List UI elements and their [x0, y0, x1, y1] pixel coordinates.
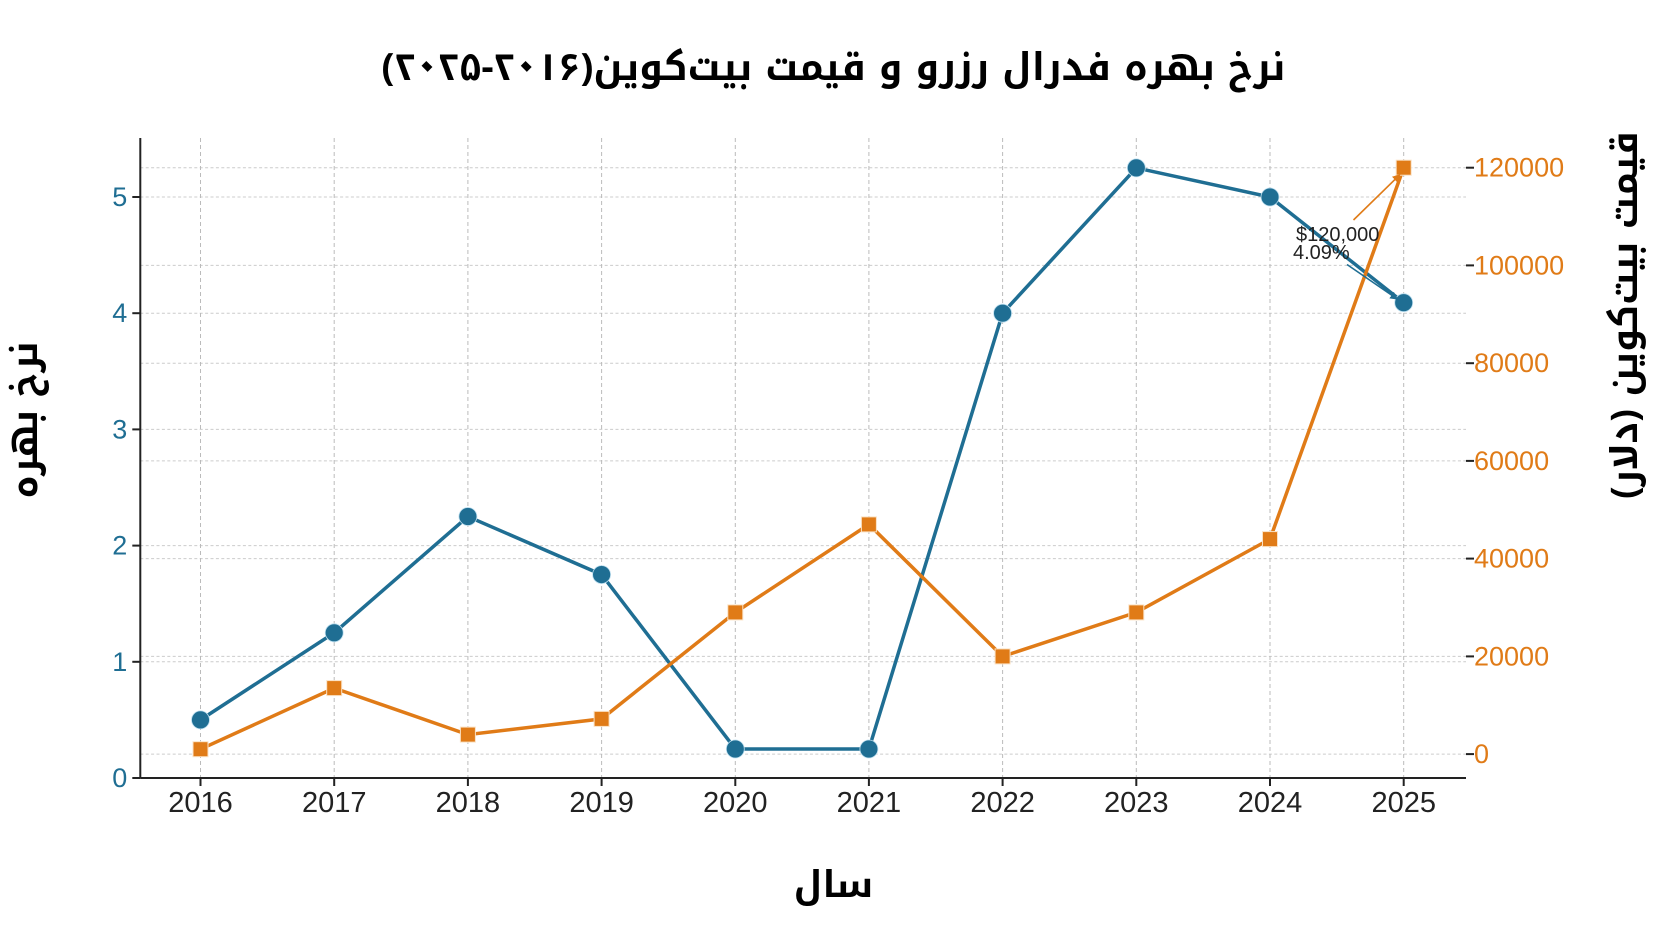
svg-text:0: 0 — [1474, 739, 1489, 769]
svg-text:2024: 2024 — [1238, 787, 1303, 819]
svg-text:2: 2 — [112, 531, 127, 561]
svg-text:5: 5 — [112, 182, 127, 212]
svg-text:2017: 2017 — [302, 787, 367, 819]
svg-text:120000: 120000 — [1474, 153, 1564, 183]
svg-text:2021: 2021 — [837, 787, 902, 819]
svg-text:2016: 2016 — [168, 787, 233, 819]
svg-text:4: 4 — [112, 298, 127, 328]
svg-text:2019: 2019 — [569, 787, 634, 819]
svg-text:2020: 2020 — [703, 787, 768, 819]
svg-text:60000: 60000 — [1474, 446, 1549, 476]
svg-text:80000: 80000 — [1474, 348, 1549, 378]
svg-text:2018: 2018 — [436, 787, 501, 819]
svg-text:2022: 2022 — [970, 787, 1035, 819]
svg-text:2025: 2025 — [1371, 787, 1436, 819]
svg-text:2023: 2023 — [1104, 787, 1169, 819]
svg-text:1: 1 — [112, 647, 127, 677]
svg-text:40000: 40000 — [1474, 544, 1549, 574]
svg-text:0: 0 — [112, 763, 127, 793]
svg-text:20000: 20000 — [1474, 641, 1549, 671]
svg-text:4.09%: 4.09% — [1293, 242, 1350, 264]
svg-text:3: 3 — [112, 414, 127, 444]
svg-text:100000: 100000 — [1474, 250, 1564, 280]
